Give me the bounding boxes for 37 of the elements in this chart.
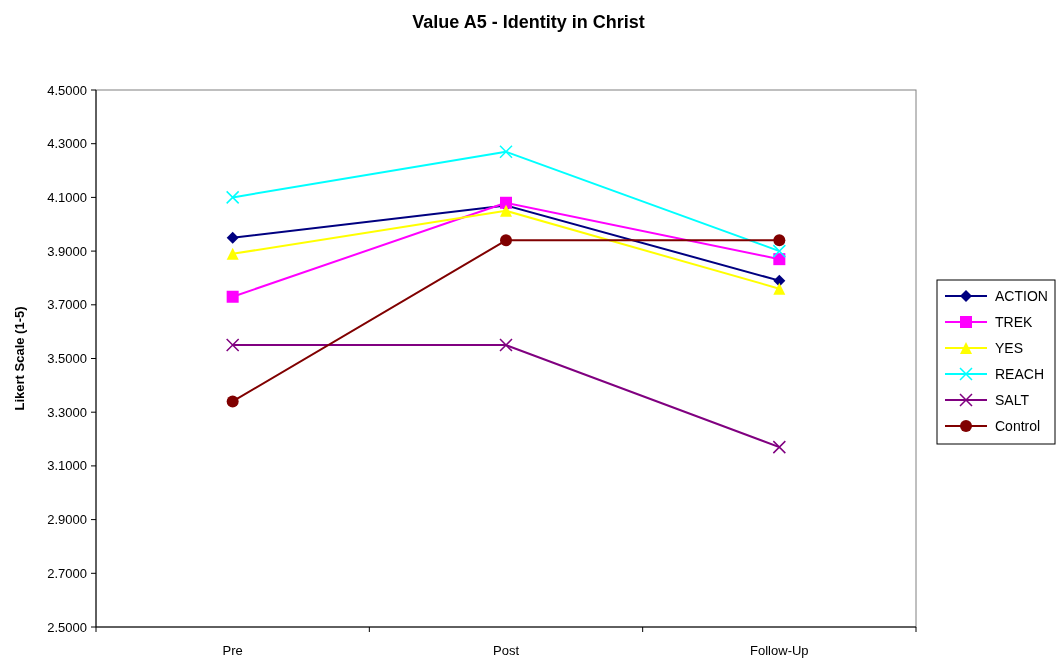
- y-axis-title: Likert Scale (1-5): [12, 306, 27, 411]
- y-tick-label: 3.9000: [47, 243, 87, 259]
- legend-label: REACH: [995, 365, 1045, 382]
- point: [226, 231, 239, 244]
- point: [226, 290, 239, 303]
- point: [226, 395, 239, 408]
- chart-title: Value A5 - Identity in Christ: [412, 12, 645, 32]
- point: [226, 247, 239, 260]
- x-tick-label: Pre: [222, 643, 243, 658]
- y-tick-label: 2.5000: [47, 619, 87, 635]
- point: [225, 338, 240, 352]
- legend-label: SALT: [995, 391, 1030, 408]
- y-tick-label: 2.7000: [47, 565, 87, 581]
- x-tick-label: Follow-Up: [750, 643, 809, 658]
- point: [500, 234, 512, 247]
- y-tick-label: 4.5000: [47, 82, 87, 98]
- point: [773, 282, 786, 295]
- legend-label: Control: [995, 417, 1041, 434]
- point: [773, 274, 786, 287]
- point: [773, 234, 786, 247]
- point: [225, 190, 240, 205]
- point: [499, 338, 513, 352]
- legend-label: TREK: [995, 313, 1033, 330]
- y-tick-label: 3.5000: [47, 351, 87, 367]
- y-tick-label: 4.3000: [47, 136, 87, 152]
- point: [772, 244, 787, 258]
- y-tick-label: 2.9000: [47, 512, 87, 528]
- legend-label: YES: [995, 339, 1024, 356]
- point: [500, 204, 512, 217]
- point: [772, 440, 787, 454]
- legend-label: ACTION: [995, 287, 1048, 304]
- y-tick-label: 3.1000: [47, 458, 87, 474]
- x-tick-label: Post: [492, 643, 520, 658]
- point: [499, 145, 513, 159]
- y-tick-label: 3.3000: [47, 404, 87, 420]
- y-tick-label: 4.1000: [47, 189, 87, 205]
- y-tick-label: 3.7000: [47, 297, 87, 313]
